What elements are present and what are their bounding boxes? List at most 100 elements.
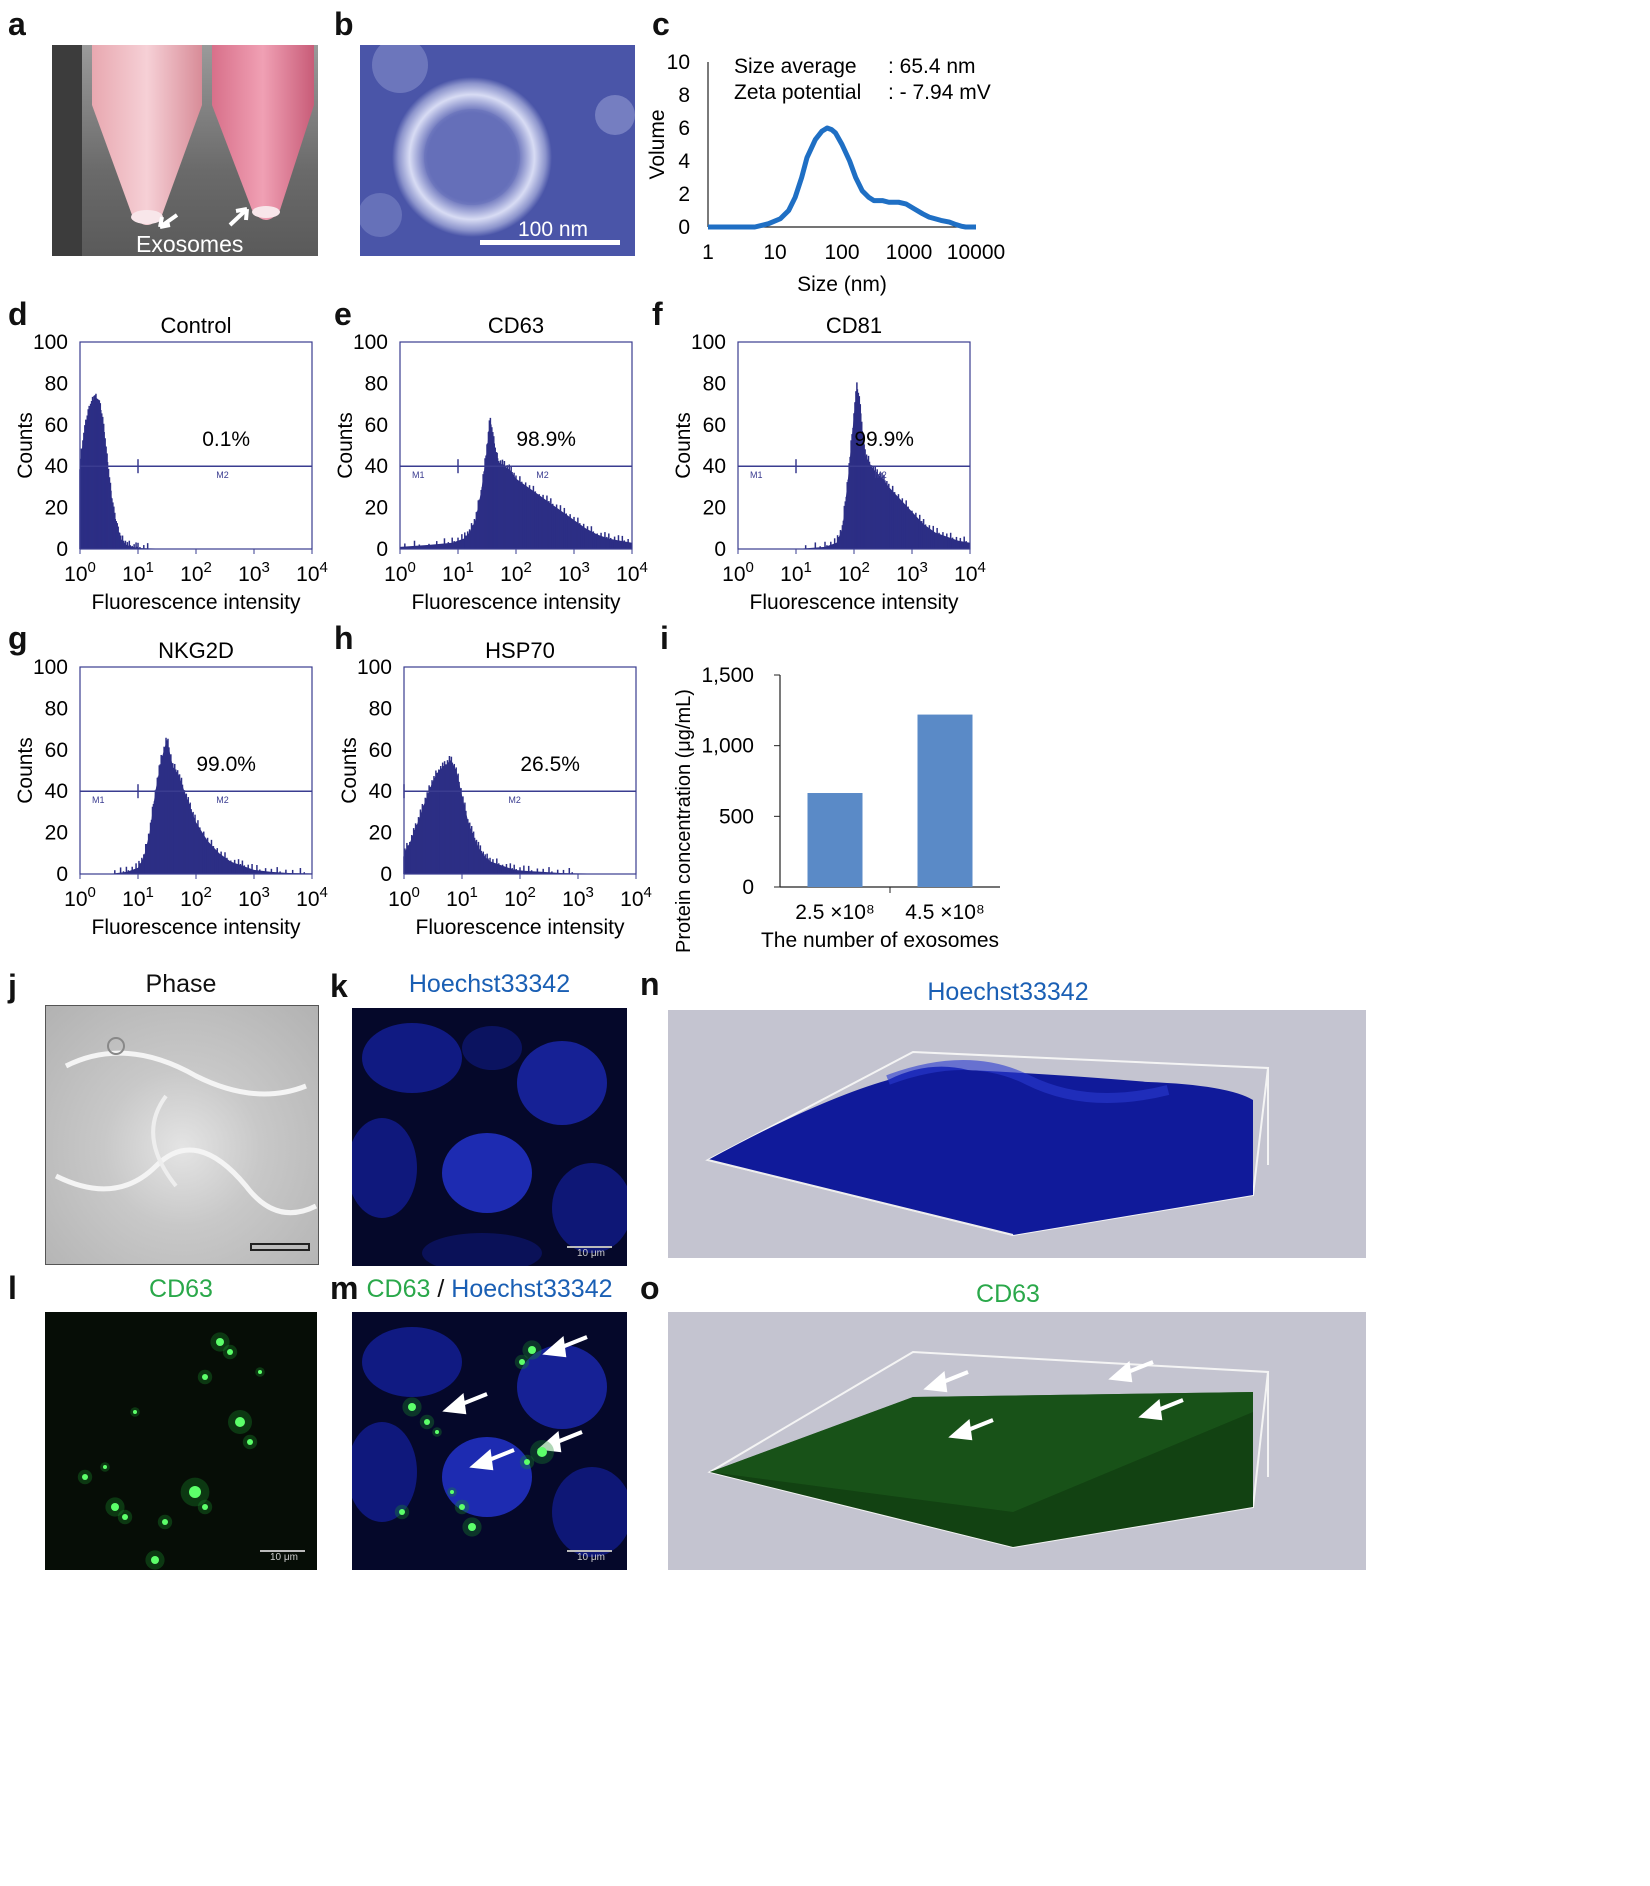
y-axis-label: Counts xyxy=(334,412,357,479)
x-tick-label: 104 xyxy=(620,884,652,911)
histogram-title: NKG2D xyxy=(158,638,234,663)
y-tick-label: 60 xyxy=(703,414,726,437)
exosomes-label: Exosomes xyxy=(136,231,244,256)
tubes-drawing xyxy=(52,45,314,256)
bar xyxy=(917,714,973,887)
hoechst-3d-render xyxy=(668,1010,1366,1258)
x-axis-label: Fluorescence intensity xyxy=(412,591,621,614)
x-tick-label: 100 xyxy=(384,559,416,586)
panel-label-l: l xyxy=(8,1270,17,1306)
green-spot xyxy=(133,1410,137,1414)
green-spot xyxy=(435,1430,439,1434)
panel-label-f: f xyxy=(652,296,663,332)
tem-exosome-image: 100 nm xyxy=(360,45,635,256)
cd63-3d-drawing xyxy=(707,1350,1270,1549)
y-axis-label: Protein concentration (μg/mL) xyxy=(673,689,695,953)
y-tick-label: 40 xyxy=(369,780,392,803)
x-axis-label: Size (nm) xyxy=(797,273,887,296)
x-tick-label: 102 xyxy=(180,884,212,911)
percent-label: 99.9% xyxy=(854,428,914,451)
x-tick-label: 100 xyxy=(64,559,96,586)
y-axis-label: Counts xyxy=(14,737,37,804)
flow-histogram-nkg2d: NKG2D M1 M2 99.0% 0 20 40 60 80 100 100 101 102 103 10… xyxy=(14,638,328,939)
x-tick-label: 103 xyxy=(238,884,270,911)
y-tick-label: 20 xyxy=(365,497,388,520)
green-spot xyxy=(408,1403,416,1411)
panel-label-j: j xyxy=(8,968,17,1004)
x-tick-label: 10 xyxy=(763,241,786,264)
y-tick-label: 80 xyxy=(45,372,68,395)
panel-label-k: k xyxy=(330,968,348,1004)
flow-histogram-cd63: CD63 M1 M2 98.9% 0 20 40 60 80 100 100 101 102 103 104… xyxy=(334,313,648,614)
green-spot xyxy=(111,1503,119,1511)
exosome-tubes-photo: Exosomes xyxy=(52,45,318,256)
gate-label-m1: M1 xyxy=(750,470,763,480)
phase-contrast-image xyxy=(45,1005,319,1265)
y-tick-label: 1,000 xyxy=(701,735,754,758)
histogram-spikes xyxy=(804,382,969,549)
percent-label: 26.5% xyxy=(520,753,580,776)
y-tick-label: 80 xyxy=(369,697,392,720)
x-tick-label: 102 xyxy=(838,559,870,586)
annotation-label: Size average xyxy=(734,55,857,78)
y-tick-label: 0 xyxy=(56,538,68,561)
hoechst-fluorescence-image: 10 μm xyxy=(352,1008,627,1266)
size-distribution-line xyxy=(708,125,976,230)
y-tick-label: 80 xyxy=(703,372,726,395)
histogram-title: HSP70 xyxy=(485,638,555,663)
phase-drawing xyxy=(54,1037,318,1251)
y-tick-label: 40 xyxy=(45,455,68,478)
cd63-title-o: CD63 xyxy=(976,1280,1040,1308)
y-tick-label: 0 xyxy=(376,538,388,561)
panel-label-h: h xyxy=(334,620,354,656)
x-tick-label: 101 xyxy=(446,884,478,911)
green-spot xyxy=(82,1474,88,1480)
histogram-spikes xyxy=(79,393,149,549)
phase-title: Phase xyxy=(145,970,217,998)
y-tick-label: 0 xyxy=(56,863,68,886)
green-spot xyxy=(202,1374,208,1380)
green-spot xyxy=(202,1504,208,1510)
y-tick-label: 1,500 xyxy=(701,664,754,687)
y-tick-label: 10 xyxy=(667,51,690,74)
green-spot xyxy=(399,1509,405,1515)
protein-concentration-bar-chart: 0 500 1,000 1,500 2.5 ×10⁸ 4.5 ×10⁸ The number… xyxy=(673,664,1000,953)
y-tick-label: 20 xyxy=(45,497,68,520)
hoechst-3d-drawing xyxy=(705,1050,1270,1237)
y-tick-label: 80 xyxy=(365,372,388,395)
x-tick-label: 10000 xyxy=(947,241,1005,264)
x-tick-label: 104 xyxy=(296,884,328,911)
y-tick-label: 80 xyxy=(45,697,68,720)
y-tick-label: 100 xyxy=(357,656,392,679)
cd63-3d-render xyxy=(668,1312,1366,1570)
scale-bar-label: 100 nm xyxy=(518,218,589,241)
y-tick-label: 100 xyxy=(353,331,388,354)
category-label: 4.5 ×10⁸ xyxy=(905,901,985,924)
panel-label-a: a xyxy=(8,6,26,42)
histogram-spikes xyxy=(404,417,631,549)
x-tick-label: 102 xyxy=(180,559,212,586)
percent-label: 98.9% xyxy=(516,428,576,451)
gate-label-m2: M2 xyxy=(216,470,229,480)
panel-label-i: i xyxy=(660,620,669,656)
x-tick-label: 100 xyxy=(64,884,96,911)
green-spot xyxy=(524,1459,530,1465)
x-axis-label: Fluorescence intensity xyxy=(92,916,301,939)
histogram-spikes xyxy=(403,756,573,874)
annotation-value: : 65.4 nm xyxy=(888,55,976,78)
panel-label-d: d xyxy=(8,296,28,332)
gate-label-m2: M2 xyxy=(216,795,229,805)
x-tick-label: 100 xyxy=(388,884,420,911)
merged-title-hoechst: Hoechst33342 xyxy=(451,1275,613,1303)
green-spot xyxy=(258,1370,262,1374)
tem-drawing xyxy=(360,45,635,237)
scale-label-k: 10 μm xyxy=(577,1248,605,1259)
y-tick-label: 60 xyxy=(45,739,68,762)
panel-label-c: c xyxy=(652,6,670,42)
y-axis-label: Counts xyxy=(14,412,37,479)
y-tick-label: 100 xyxy=(691,331,726,354)
flow-histogram-hsp70: HSP70 M2 26.5% 0 20 40 60 80 100 100 101 102 103 104 F… xyxy=(338,638,652,939)
y-tick-label: 40 xyxy=(365,455,388,478)
y-tick-label: 6 xyxy=(678,117,690,140)
panel-label-g: g xyxy=(8,620,28,656)
